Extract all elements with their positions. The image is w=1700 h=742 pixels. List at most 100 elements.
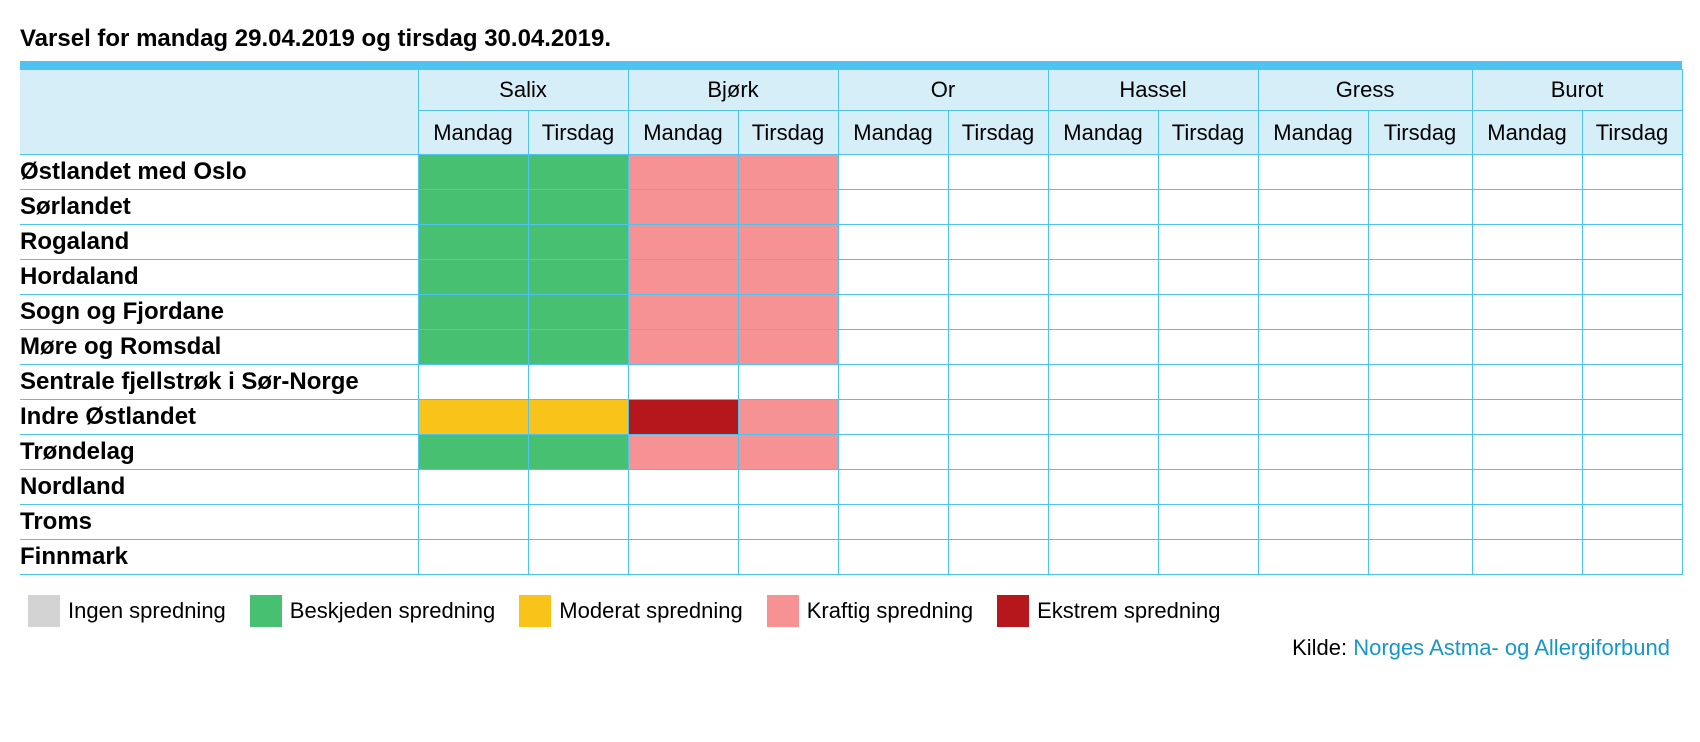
level-cell <box>1257 469 1369 505</box>
level-cell <box>947 364 1049 400</box>
table-body: Østlandet med Oslo Sørlandet Rogaland Horda… <box>20 154 1683 575</box>
level-cell <box>837 224 949 260</box>
level-cell <box>1047 189 1159 225</box>
level-cell <box>1257 434 1369 470</box>
level-cell <box>1157 469 1259 505</box>
level-cell <box>1581 154 1683 190</box>
table-row: Hordaland <box>20 259 1683 295</box>
level-cell <box>417 469 529 505</box>
level-cell <box>1471 154 1583 190</box>
level-cell <box>837 294 949 330</box>
level-cell <box>417 189 529 225</box>
level-cell <box>1581 259 1683 295</box>
level-cell <box>1367 434 1473 470</box>
level-cell <box>1581 504 1683 540</box>
legend-label: Ingen spredning <box>68 598 226 623</box>
level-cell <box>627 364 739 400</box>
level-cell <box>1471 224 1583 260</box>
source-line: Kilde: Norges Astma- og Allergiforbund <box>20 635 1682 661</box>
level-cell <box>947 399 1049 435</box>
level-cell <box>947 539 1049 575</box>
level-cell <box>627 399 739 435</box>
level-cell <box>1581 539 1683 575</box>
level-cell <box>627 434 739 470</box>
level-cell <box>947 469 1049 505</box>
region-label: Møre og Romsdal <box>20 329 419 365</box>
region-label: Østlandet med Oslo <box>20 154 419 190</box>
level-cell <box>1367 294 1473 330</box>
level-cell <box>1367 399 1473 435</box>
level-cell <box>947 259 1049 295</box>
level-cell <box>1157 329 1259 365</box>
level-cell <box>737 399 839 435</box>
level-cell <box>1047 329 1159 365</box>
legend: Ingen spredning Beskjeden spredning Modera… <box>28 595 1682 627</box>
forecast-panel: Varsel for mandag 29.04.2019 og tirsdag … <box>20 24 1683 661</box>
table-row: Møre og Romsdal <box>20 329 1683 365</box>
table-row: Sørlandet <box>20 189 1683 225</box>
level-cell <box>627 539 739 575</box>
level-cell <box>1471 469 1583 505</box>
level-cell <box>1257 224 1369 260</box>
level-cell <box>737 259 839 295</box>
level-cell <box>737 189 839 225</box>
level-cell <box>1047 434 1159 470</box>
level-cell <box>737 154 839 190</box>
level-cell <box>737 539 839 575</box>
legend-label: Kraftig spredning <box>806 598 974 623</box>
level-cell <box>737 224 839 260</box>
legend-label: Beskjeden spredning <box>289 598 496 623</box>
level-cell <box>1367 539 1473 575</box>
level-cell <box>1471 504 1583 540</box>
level-cell <box>1257 189 1369 225</box>
legend-label: Ekstrem spredning <box>1037 598 1221 623</box>
level-cell <box>1257 329 1369 365</box>
header-corner <box>20 69 419 155</box>
level-cell <box>837 504 949 540</box>
level-cell <box>1367 154 1473 190</box>
level-cell <box>1257 504 1369 540</box>
region-label: Sørlandet <box>20 189 419 225</box>
day-header-mandag: Mandag <box>837 110 949 155</box>
level-cell <box>527 504 629 540</box>
plant-header-gress: Gress <box>1257 69 1473 111</box>
level-cell <box>627 224 739 260</box>
source-prefix: Kilde: <box>1292 635 1348 660</box>
level-cell <box>417 434 529 470</box>
level-cell <box>1367 364 1473 400</box>
level-cell <box>837 539 949 575</box>
level-cell <box>837 434 949 470</box>
level-cell <box>1367 329 1473 365</box>
level-cell <box>837 469 949 505</box>
level-cell <box>1157 399 1259 435</box>
level-cell <box>1581 329 1683 365</box>
level-cell <box>1257 364 1369 400</box>
level-cell <box>1157 259 1259 295</box>
day-header-tirsdag: Tirsdag <box>527 110 629 155</box>
level-cell <box>947 329 1049 365</box>
legend-item: Beskjeden spredning <box>249 595 496 627</box>
level-cell <box>1157 189 1259 225</box>
level-cell <box>1157 294 1259 330</box>
level-cell <box>737 294 839 330</box>
plant-header-burot: Burot <box>1471 69 1683 111</box>
level-cell <box>947 434 1049 470</box>
level-cell <box>527 224 629 260</box>
level-cell <box>417 259 529 295</box>
source-link[interactable]: Norges Astma- og Allergiforbund <box>1353 635 1670 660</box>
level-cell <box>1257 399 1369 435</box>
day-header-tirsdag: Tirsdag <box>1581 110 1683 155</box>
level-cell <box>1047 399 1159 435</box>
level-cell <box>1581 469 1683 505</box>
level-cell <box>1471 539 1583 575</box>
level-cell <box>417 539 529 575</box>
level-cell <box>1367 224 1473 260</box>
level-cell <box>1367 189 1473 225</box>
level-cell <box>737 364 839 400</box>
level-cell <box>527 189 629 225</box>
day-header-mandag: Mandag <box>1047 110 1159 155</box>
level-cell <box>527 294 629 330</box>
level-cell <box>737 434 839 470</box>
legend-item: Ingen spredning <box>28 595 226 627</box>
level-cell <box>1047 224 1159 260</box>
